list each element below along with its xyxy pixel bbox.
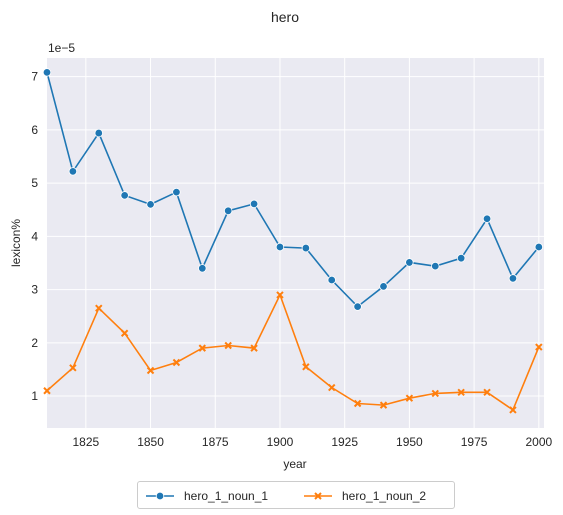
data-point-series-1: [120, 191, 129, 200]
data-point-series-1: [508, 274, 518, 283]
y-tick-label: 7: [31, 70, 38, 84]
data-point-series-2: [328, 383, 336, 392]
x-tick-label: 1975: [461, 435, 488, 449]
y-tick-label: 6: [31, 123, 38, 137]
data-point-series-1: [172, 187, 181, 197]
x-tick-label: 1900: [267, 435, 294, 449]
data-point-series-2: [172, 358, 181, 367]
data-point-series-1: [534, 242, 544, 252]
data-point-series-2: [43, 387, 51, 395]
plot-area: [47, 58, 544, 428]
data-point-series-1: [353, 302, 362, 311]
series-line-1: [46, 72, 540, 308]
data-point-series-2: [353, 399, 362, 408]
data-point-series-1: [146, 200, 155, 209]
data-point-series-2: [120, 329, 129, 337]
data-point-series-2: [146, 366, 155, 375]
data-point-series-1: [198, 264, 207, 273]
data-point-series-2: [69, 364, 77, 372]
chart-title: hero: [271, 9, 299, 25]
data-point-series-2: [302, 363, 310, 371]
data-point-series-1: [379, 282, 388, 291]
data-point-series-2: [457, 388, 465, 397]
data-point-series-1: [482, 214, 492, 223]
data-point-series-1: [275, 242, 285, 252]
legend-marker-x-icon: [304, 492, 332, 500]
y-offset-text: 1e−5: [48, 41, 75, 55]
data-point-series-1: [68, 167, 78, 176]
y-gridlines: [47, 76, 544, 397]
y-tick-label: 2: [31, 336, 38, 350]
x-axis-label: year: [283, 457, 306, 471]
data-point-series-1: [249, 199, 259, 209]
legend-label-series-1: hero_1_noun_1: [184, 489, 269, 503]
x-tick-label: 2000: [525, 435, 552, 449]
data-point-series-1: [301, 243, 311, 253]
y-tick-label: 4: [31, 229, 38, 243]
data-point-series-1: [223, 206, 233, 215]
data-point-series-1: [42, 68, 52, 77]
data-point-series-2: [198, 344, 207, 352]
data-point-series-1: [405, 258, 414, 267]
series-layer: [42, 68, 544, 414]
data-point-series-1: [431, 261, 440, 271]
data-point-series-2: [379, 401, 388, 409]
y-axis-label: lexicon%: [9, 219, 23, 267]
y-tick-label: 1: [31, 389, 38, 403]
x-gridlines: [85, 58, 540, 428]
data-point-series-2: [483, 388, 491, 397]
y-tick-label: 5: [31, 176, 38, 190]
legend: hero_1_noun_1 hero_1_noun_2: [137, 481, 455, 509]
legend-marker-circle-icon: [146, 491, 174, 501]
x-tick-label: 1875: [202, 435, 229, 449]
data-point-series-2: [535, 343, 543, 351]
data-point-series-2: [95, 304, 103, 312]
data-point-series-2: [405, 394, 414, 402]
data-point-series-2: [509, 406, 517, 414]
y-tick-label: 3: [31, 283, 38, 297]
x-tick-label: 1925: [331, 435, 358, 449]
x-tick-labels: 1825 1850 1875 1900 1925 1950 1975 2000: [72, 435, 552, 449]
data-point-series-1: [456, 253, 466, 263]
data-point-series-2: [276, 291, 284, 299]
data-point-series-2: [250, 344, 258, 352]
data-point-series-1: [94, 128, 103, 138]
x-tick-label: 1850: [137, 435, 164, 449]
data-point-series-2: [431, 389, 439, 398]
x-tick-label: 1825: [72, 435, 99, 449]
x-tick-label: 1950: [396, 435, 423, 449]
y-tick-labels: 1 2 3 4 5 6 7: [31, 70, 38, 403]
data-point-series-2: [224, 341, 232, 350]
data-point-series-1: [327, 275, 336, 285]
series-line-2: [46, 292, 540, 412]
legend-label-series-2: hero_1_noun_2: [342, 489, 427, 503]
